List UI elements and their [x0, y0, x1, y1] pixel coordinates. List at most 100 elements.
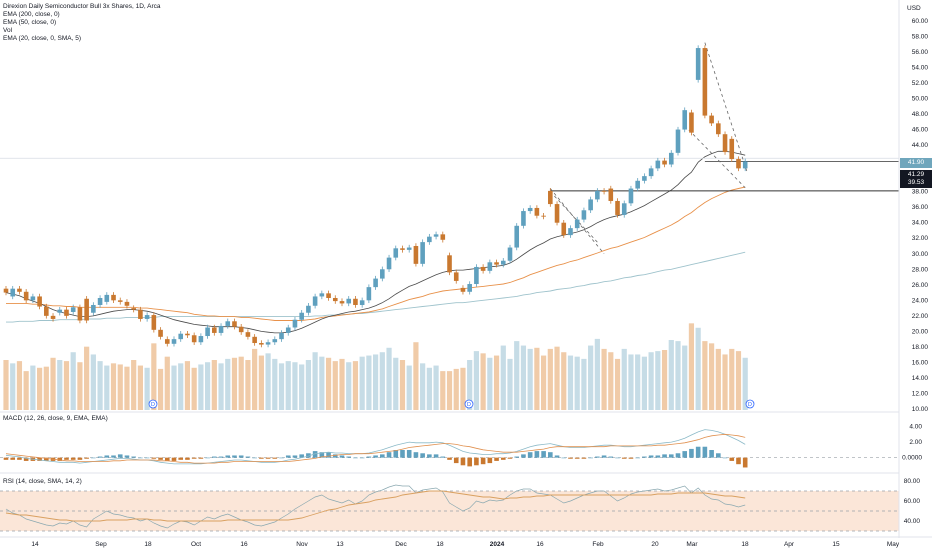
candle-body [460, 287, 466, 292]
time-tick-label: 20 [651, 541, 659, 548]
candle-body [259, 343, 264, 345]
macd-histogram-bar [171, 457, 177, 461]
macd-histogram-bar [682, 451, 688, 458]
volume-bar [184, 361, 191, 410]
candle-body [91, 304, 96, 313]
candle-body [17, 288, 22, 292]
volume-bar [641, 356, 647, 410]
macd-histogram-bar [736, 457, 741, 465]
candle-body [541, 215, 546, 217]
volume-bar [305, 360, 311, 410]
volume-bar [137, 365, 143, 410]
macd-histogram-bar [70, 457, 76, 460]
macd-histogram-bar [507, 457, 513, 459]
candle-body [332, 297, 338, 302]
candle-body [158, 329, 163, 337]
candle-body [440, 234, 446, 240]
volume-bar [702, 341, 708, 410]
macd-histogram-bar [198, 457, 204, 459]
price-tick-label: 34.00 [912, 220, 929, 227]
candle-body [252, 336, 257, 344]
macd-histogram-bar [151, 457, 157, 459]
volume-bar [285, 361, 291, 410]
volume-bar [675, 341, 681, 410]
time-tick-label: Mar [686, 541, 698, 548]
drawn-trendlines[interactable] [0, 42, 899, 255]
volume-bar [265, 353, 271, 410]
macd-histogram-bar [400, 450, 405, 458]
macd-histogram-bar [326, 452, 331, 458]
macd-histogram-bar [648, 455, 654, 458]
time-tick-label: 14 [31, 541, 39, 548]
candle-body [218, 325, 224, 333]
volume-bar [614, 358, 621, 410]
candle-body [554, 204, 560, 223]
candle-body [400, 248, 405, 250]
currency-label[interactable]: USD [907, 5, 921, 12]
time-tick-label: 18 [436, 541, 444, 548]
ema20-legend[interactable]: EMA (20, close, 0, SMA, 5) [3, 35, 82, 42]
price-tick-label: 48.00 [912, 111, 929, 118]
candle-body [527, 207, 533, 212]
volume-bar [554, 346, 560, 410]
candle-body [601, 190, 607, 192]
rsi-legend[interactable]: RSI (14, close, SMA, 14, 2) [3, 478, 82, 485]
macd-histogram-bar [608, 456, 614, 458]
moving-averages [5, 150, 746, 334]
volume-bar [722, 354, 728, 410]
volume-bar [668, 340, 674, 410]
symbol-title[interactable]: Direxion Daily Semiconductor Bull 3x Sha… [3, 3, 161, 10]
volume-bar [473, 351, 479, 410]
volume-bar [164, 356, 170, 410]
volume-bar [682, 345, 688, 410]
volume-bar [110, 363, 117, 410]
macd-histogram-bar [245, 456, 251, 458]
price-tick-label: 54.00 [912, 64, 929, 71]
channel-line-lower-2 [684, 125, 746, 189]
ema50-legend[interactable]: EMA (50, close, 0) [3, 19, 57, 26]
volume-bar [205, 362, 211, 410]
candle-body [23, 291, 29, 301]
macd-histogram-bar [500, 457, 506, 460]
candle-body [702, 48, 708, 116]
macd-histogram-bar [480, 457, 486, 465]
price-tick-label: 22.00 [912, 313, 929, 320]
macd-histogram-bar [514, 456, 520, 458]
macd-histogram-bar [77, 457, 83, 460]
macd-histogram-bar [615, 457, 620, 459]
macd-histogram-bar [97, 456, 103, 458]
volume-bar [30, 365, 36, 410]
ema200-legend[interactable]: EMA (200, close, 0) [3, 11, 60, 18]
volume-bar [37, 367, 43, 410]
candle-body [185, 333, 190, 336]
volume-bar [507, 358, 513, 410]
time-axis[interactable]: 14 Sep 18 Oct 16 Nov 13 Dec 18 2024 16 Feb 20 Mar 18 Ap… [31, 541, 900, 548]
macd-histogram-bar [10, 457, 16, 460]
volume-bars [3, 323, 748, 410]
price-axis[interactable]: 60.00 58.00 56.00 54.00 52.00 50.00 48.00 46.00… [0, 0, 932, 538]
candle-body [635, 180, 640, 189]
macd-histogram-bar [23, 457, 29, 461]
time-tick-label: Nov [296, 541, 308, 548]
volume-bar [594, 338, 600, 410]
macd-histogram-bar [494, 457, 499, 461]
volume-bar [151, 343, 157, 410]
volume-legend[interactable]: Vol [3, 27, 13, 34]
time-tick-label: 18 [741, 541, 749, 548]
rsi-ma-line [5, 490, 746, 522]
time-tick-label: Apr [784, 541, 795, 548]
rsi-tick-label: 60.00 [904, 498, 921, 505]
macd-histogram-bar [521, 454, 526, 458]
macd-histogram-bar [164, 457, 170, 461]
price-tick-label: 20.00 [912, 328, 929, 335]
volume-bar [63, 361, 70, 410]
candle-body [393, 248, 399, 258]
volume-bar [608, 352, 614, 410]
macd-legend[interactable]: MACD (12, 26, close, 9, EMA, EMA) [3, 415, 108, 422]
macd-histogram-bar [581, 457, 587, 459]
candle-body [568, 228, 573, 236]
volume-bar [534, 347, 540, 410]
macd-histogram-bar [44, 457, 49, 461]
